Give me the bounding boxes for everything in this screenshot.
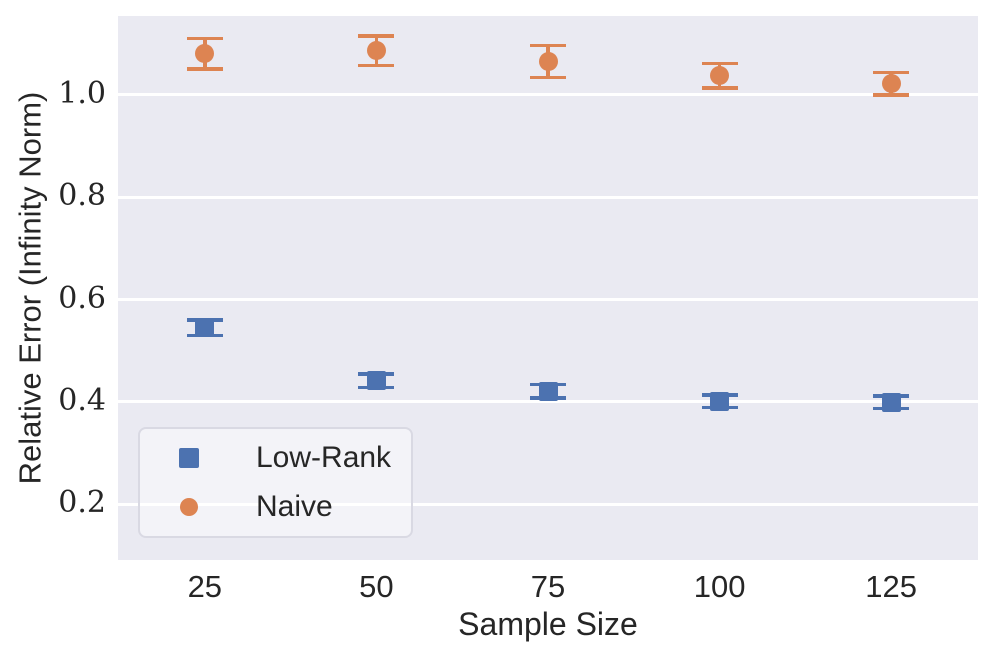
- gridline-y-0.4: [118, 400, 978, 404]
- legend-label-naive: Naive: [256, 490, 333, 523]
- naive-marker-75: [538, 52, 558, 72]
- gridline-y-0.2: [118, 502, 978, 506]
- naive-errorbar-cap-top-50: [358, 34, 395, 38]
- naive-errorbar-cap-top-125: [873, 70, 910, 75]
- x-tick-25: 25: [187, 569, 223, 604]
- x-axis-label: Sample Size: [458, 606, 638, 642]
- legend-item-low-rank: Low-Rank: [140, 434, 411, 483]
- legend-item-naive: Naive: [140, 483, 411, 532]
- x-tick-100: 100: [693, 569, 746, 604]
- naive-marker-50: [366, 41, 386, 61]
- naive-marker-100: [710, 66, 730, 86]
- y-axis-label: Relative Error (Infinity Norm): [12, 91, 48, 485]
- x-tick-125: 125: [865, 569, 918, 604]
- x-tick-50: 50: [359, 569, 394, 604]
- y-tick-0.2: 0.2: [58, 485, 106, 521]
- y-tick-0.6: 0.6: [58, 280, 106, 316]
- gridline-y-0.6: [118, 298, 978, 301]
- naive-marker-125: [881, 74, 901, 94]
- plot-area: Low-Rank Naive: [118, 16, 978, 560]
- low-rank-marker-25: [195, 318, 215, 338]
- naive-marker-25: [195, 44, 215, 64]
- naive-errorbar-cap-top-75: [530, 43, 566, 48]
- low-rank-marker-125: [881, 392, 901, 412]
- y-tick-1.0: 1.0: [58, 75, 106, 111]
- legend-label-low-rank: Low-Rank: [256, 441, 392, 474]
- y-tick-0.4: 0.4: [58, 382, 106, 418]
- gridline-y-0.8: [118, 195, 978, 199]
- low-rank-marker-50: [366, 371, 386, 391]
- gridline-y-1: [118, 93, 978, 97]
- naive-errorbar-cap-bottom-50: [358, 63, 395, 68]
- low-rank-marker-100: [710, 391, 730, 411]
- naive-errorbar-cap-bottom-25: [186, 67, 223, 71]
- legend: Low-Rank Naive: [138, 427, 413, 538]
- naive-errorbar-cap-bottom-100: [701, 86, 738, 90]
- naive-errorbar-cap-top-25: [186, 36, 223, 41]
- naive-errorbar-cap-bottom-125: [873, 93, 910, 97]
- naive-errorbar-cap-bottom-75: [530, 75, 566, 80]
- low-rank-square-marker-icon: [179, 448, 199, 468]
- x-tick-75: 75: [530, 569, 566, 604]
- low-rank-marker-75: [538, 381, 558, 401]
- naive-errorbar-cap-top-100: [701, 61, 738, 66]
- naive-circle-marker-icon: [180, 498, 198, 516]
- y-tick-0.8: 0.8: [58, 177, 106, 213]
